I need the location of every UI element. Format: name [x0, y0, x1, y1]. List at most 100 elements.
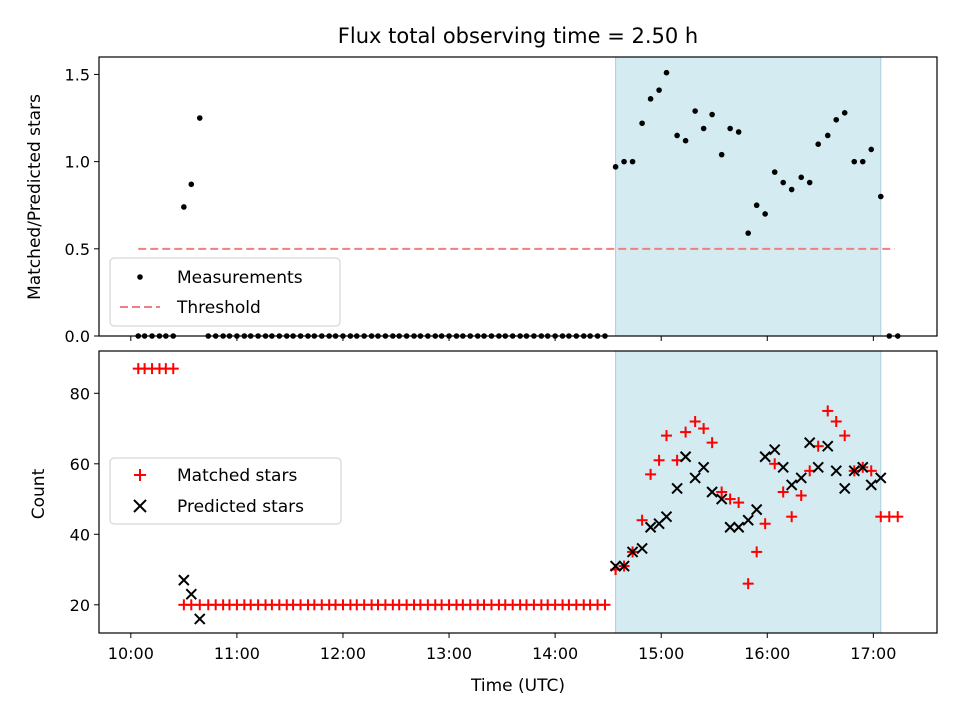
- measurement-point: [188, 181, 195, 188]
- matched-star-point: [636, 514, 648, 526]
- x-tick-label: 17:00: [850, 644, 896, 663]
- predicted-star-point: [194, 613, 206, 625]
- predicted-star-point: [777, 461, 789, 474]
- predicted-star-point: [644, 521, 657, 533]
- predicted-star-point: [724, 521, 736, 533]
- y-tick-label: 0.0: [65, 327, 90, 346]
- predicted-star-point: [679, 451, 692, 463]
- measurement-point: [868, 146, 875, 153]
- matched-star-point: [822, 405, 834, 417]
- measurement-point: [709, 111, 715, 118]
- measurement-point: [663, 69, 670, 76]
- predicted-star-point: [785, 479, 798, 491]
- measurement-point: [621, 158, 627, 165]
- measurement-point: [798, 174, 805, 181]
- top-legend: Measurements Threshold: [109, 257, 341, 327]
- measurement-point: [196, 115, 203, 121]
- predicted-star-point: [848, 465, 860, 477]
- top-panel: 0.0 0.5 1.0 1.5 Matched/Predicted stars Mea…: [25, 56, 938, 346]
- measurement-point: [612, 164, 619, 170]
- measurement-point: [682, 137, 689, 144]
- measurement-point: [762, 211, 768, 217]
- matched-star-point: [733, 497, 745, 509]
- measurement-point: [824, 132, 831, 139]
- bottom-legend: Matched stars Predicted stars: [109, 457, 342, 525]
- y-tick-label: 0.5: [65, 240, 90, 259]
- predicted-star-point: [697, 461, 710, 474]
- top-axes-frame: [98, 56, 938, 337]
- predicted-star-point: [185, 588, 197, 600]
- bottom-x-ticks: 10:00 11:00 12:00 13:00 14:00 15:00 16:00 17:00: [108, 633, 896, 663]
- predicted-star-point: [732, 521, 745, 533]
- measurement-point: [700, 125, 707, 132]
- chart-title: Flux total observing time = 2.50 h: [338, 24, 698, 48]
- bottom-legend-box: [109, 457, 342, 525]
- predicted-star-point: [706, 486, 718, 498]
- predicted-star-point: [839, 482, 851, 495]
- top-legend-box: [109, 257, 341, 327]
- y-tick-label: 1.0: [65, 153, 90, 172]
- matched-star-point: [742, 578, 754, 590]
- measurement-point: [780, 179, 786, 186]
- predicted-star-point: [865, 479, 877, 491]
- matched-star-point: [167, 363, 179, 375]
- predicted-star-point: [671, 482, 683, 495]
- measurement-point: [692, 108, 698, 114]
- measurement-point: [639, 120, 645, 127]
- measurement-point: [727, 125, 733, 132]
- measurement-point: [656, 87, 662, 93]
- measurement-point: [629, 158, 636, 165]
- bottom-axes-frame: [98, 350, 938, 634]
- top-shaded-span: [615, 56, 882, 337]
- x-tick-label: 16:00: [744, 644, 790, 663]
- matched-star-point: [716, 486, 728, 498]
- measurement-point: [745, 230, 751, 236]
- matched-star-point: [680, 426, 692, 438]
- predicted-star-point: [812, 461, 824, 474]
- matched-star-point: [795, 490, 807, 502]
- bottom-y-ticks: 20 40 60 80: [70, 384, 99, 615]
- x-tick-label: 15:00: [638, 644, 684, 663]
- matched-star-point: [645, 468, 657, 480]
- matched-star-point: [599, 599, 611, 611]
- legend-predicted-marker: [133, 499, 147, 513]
- measurement-point: [788, 186, 795, 193]
- bottom-plot-marks: [132, 363, 904, 625]
- predicted-star-point: [804, 436, 816, 449]
- y-tick-label: 60: [70, 455, 90, 474]
- predicted-star-point: [660, 510, 673, 523]
- matched-star-point: [839, 430, 851, 442]
- legend-matched-marker: [134, 469, 146, 481]
- matched-star-point: [830, 416, 842, 427]
- matched-star-point: [661, 430, 673, 442]
- x-tick-label: 12:00: [320, 644, 366, 663]
- measurement-point: [718, 151, 725, 158]
- predicted-star-point: [618, 560, 630, 572]
- x-tick-label: 13:00: [426, 644, 472, 663]
- measurement-point: [771, 169, 778, 175]
- measurement-point: [181, 204, 187, 210]
- measurement-point: [806, 179, 813, 186]
- matched-star-point: [777, 486, 789, 498]
- y-tick-label: 20: [70, 596, 90, 615]
- predicted-star-point: [689, 472, 701, 484]
- matched-star-point: [698, 423, 710, 435]
- measurement-point: [833, 116, 840, 123]
- predicted-star-point: [768, 443, 781, 456]
- matched-star-point: [759, 518, 771, 530]
- y-tick-label: 40: [70, 525, 90, 544]
- measurement-point: [674, 132, 680, 139]
- predicted-star-point: [609, 560, 622, 572]
- predicted-star-point: [795, 472, 807, 484]
- measurement-point: [753, 202, 760, 209]
- legend-predicted-label: Predicted stars: [177, 497, 304, 517]
- matched-star-point: [892, 511, 904, 523]
- x-tick-label: 14:00: [532, 644, 578, 663]
- measurement-point: [877, 193, 884, 200]
- y-tick-label: 80: [70, 384, 90, 403]
- matched-star-point: [689, 416, 701, 427]
- matched-star-point: [724, 493, 736, 505]
- x-tick-label: 10:00: [108, 644, 154, 663]
